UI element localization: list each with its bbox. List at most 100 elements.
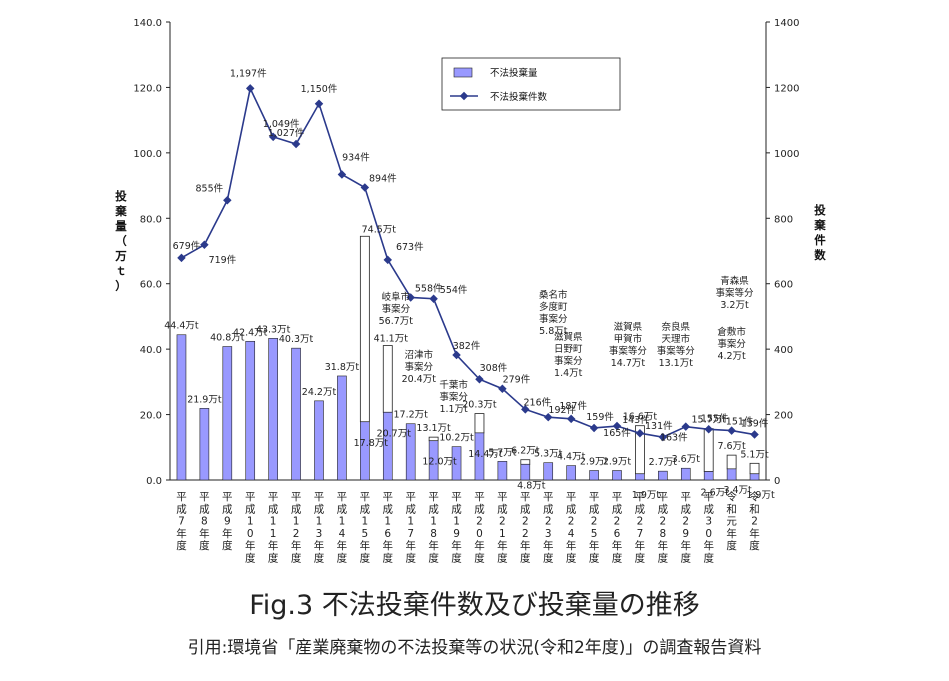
- bar-value-label: 4.4万t: [557, 452, 586, 463]
- line-value-label: 894件: [369, 173, 397, 185]
- x-tick-label: 令和元年度: [726, 490, 737, 552]
- line-value-label: 558件: [415, 282, 443, 294]
- right-tick-label: 200: [774, 411, 793, 422]
- x-tick-label: 平成 1 4 年度: [337, 491, 348, 565]
- bar-value-label: 15.7万t: [691, 415, 726, 426]
- line-value-label: 855件: [195, 182, 223, 194]
- line-path: [181, 85, 755, 438]
- bar-value-label: 2.9万t: [603, 457, 632, 468]
- bar-value-label: 74.5万t: [362, 224, 397, 235]
- bar: [497, 461, 508, 481]
- right-tick-label: 1400: [774, 18, 799, 29]
- annotation-text: 沼津市事案分 20.4万t: [402, 349, 437, 385]
- x-tick-label: 平成 1 1 年度: [268, 491, 279, 565]
- bar-outlined: [474, 413, 485, 434]
- bar: [658, 470, 668, 481]
- bar: [199, 408, 210, 481]
- line-point: [337, 170, 347, 179]
- bar-value-label: 40.8万t: [210, 333, 245, 344]
- bar: [382, 411, 393, 481]
- x-tick-label: 平成 2 0 年度: [474, 491, 485, 565]
- legend-line-marker: [459, 91, 469, 101]
- line-point: [704, 425, 713, 434]
- bar: [726, 468, 737, 481]
- left-tick-label: 140.0: [133, 18, 162, 29]
- line-point: [521, 405, 530, 414]
- bar-value-label: 7.6万t: [717, 441, 746, 452]
- line-value-label: 165件: [603, 427, 631, 439]
- bar-outlined: [520, 459, 531, 465]
- x-tick-label: 平成 1 5 年度: [360, 491, 371, 565]
- bar-value-label: 24.2万t: [302, 387, 337, 398]
- line-point: [245, 84, 255, 93]
- x-tick-label: 平成 1 2 年度: [291, 491, 302, 565]
- bar-base-label: 14.4万t: [468, 449, 503, 460]
- line-value-label: 139件: [741, 418, 769, 430]
- line-point: [727, 426, 736, 435]
- right-tick-label: 0: [774, 476, 780, 487]
- line-value-label: 131件: [645, 420, 673, 432]
- bar-outlined: [703, 428, 714, 472]
- left-tick-label: 100.0: [133, 149, 162, 160]
- line-value-label: 1,197件: [230, 67, 267, 79]
- bar: [589, 470, 599, 481]
- line-point: [314, 99, 324, 109]
- annotation-text: 桑名市多度町事案分 5.8万t: [539, 289, 568, 337]
- bar-value-label: 43.3万t: [256, 324, 291, 335]
- line-value-label: 1,150件: [301, 83, 338, 95]
- bar: [680, 467, 691, 481]
- x-tick-label: 平成 2 5 年度: [589, 491, 600, 565]
- line-point: [475, 374, 484, 384]
- x-tick-label: 平成 1 8 年度: [428, 491, 439, 565]
- line-point: [383, 255, 393, 265]
- bar: [703, 471, 714, 481]
- line-value-label: 187件: [559, 400, 587, 412]
- bar-value-label: 2.7万t: [649, 457, 678, 468]
- x-tick-label: 平成 1 6 年度: [383, 491, 394, 565]
- bar-value-label: 31.8万t: [325, 362, 360, 373]
- bar: [360, 421, 370, 481]
- legend-bar-swatch: [453, 67, 473, 78]
- bar-value-label: 44.4万t: [164, 321, 199, 332]
- line-point: [360, 183, 370, 192]
- line-point: [750, 430, 759, 439]
- line-value-label: 163件: [660, 432, 688, 444]
- line-value-label: 934件: [342, 151, 370, 163]
- bar-value-label: 5.3万t: [534, 449, 563, 460]
- annotation-text: 岐阜市事案分 56.7万t: [379, 291, 414, 327]
- bar-value-label: 20.3万t: [462, 400, 497, 411]
- left-tick-label: 20.0: [140, 411, 162, 422]
- line-point: [566, 414, 576, 424]
- x-tick-label: 平成 1 7 年度: [405, 491, 416, 565]
- annotation-text: 青森県事案等分 3.2万t: [716, 275, 755, 311]
- bar: [451, 446, 462, 481]
- bar-value-label: 2.9万t: [580, 457, 609, 468]
- bar: [612, 470, 622, 481]
- line-value-label: 679件: [173, 240, 201, 252]
- x-tick-label: 平成 1 9 年度: [451, 491, 462, 565]
- line-value-label: 155件: [701, 412, 729, 424]
- bar: [428, 440, 439, 481]
- x-tick-label: 平成 2 3 年度: [543, 491, 554, 565]
- x-tick-label: 平成 8 年度: [199, 491, 210, 552]
- line-value-label: 143件: [622, 414, 650, 426]
- line-point: [589, 423, 599, 433]
- line-point: [658, 432, 668, 442]
- line-value-label: 159件: [586, 411, 614, 423]
- bar-base-label: 20.7万t: [377, 428, 412, 439]
- x-tick-label: 平成 2 9 年度: [681, 491, 692, 565]
- bar-outlined: [428, 436, 439, 442]
- bar-base-label: 17.8万t: [354, 438, 389, 449]
- bar: [566, 465, 576, 481]
- bar-value-label: 5.7万t: [488, 447, 517, 458]
- bar-series: [176, 235, 760, 481]
- line-point: [498, 384, 507, 393]
- x-tick-label: 平成 2 8 年度: [658, 491, 669, 565]
- line-point: [612, 421, 622, 431]
- bar-base-label: 12.0万t: [422, 457, 457, 468]
- line-point: [635, 428, 645, 438]
- bar: [268, 338, 278, 481]
